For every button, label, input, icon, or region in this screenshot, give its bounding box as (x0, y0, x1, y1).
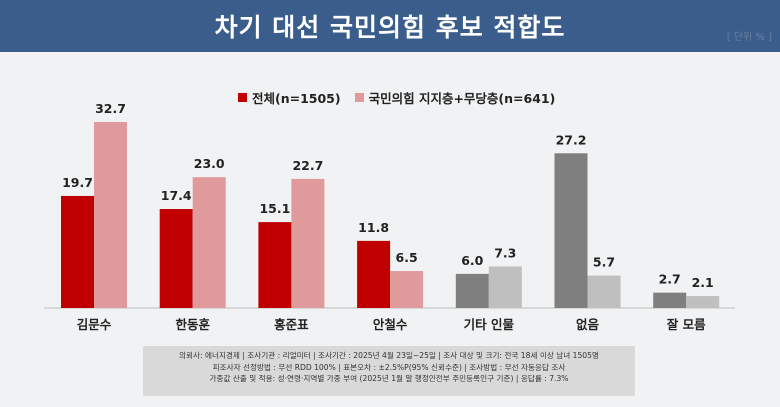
bar (94, 122, 127, 308)
footnote-line: 의뢰사: 에너지경제 | 조사기관 : 리얼미터 | 조사기간 : 2025년 … (179, 351, 599, 360)
category-label: 홍준표 (274, 317, 309, 332)
data-label: 15.1 (259, 201, 290, 216)
bar (587, 275, 621, 308)
unit-label: [ 단위 % ] (726, 32, 772, 43)
legend: 전체(n=1505) 국민의힘 지지층+무당층(n=641) (238, 88, 569, 107)
data-label: 6.5 (396, 250, 418, 265)
bar (653, 292, 687, 308)
data-label: 2.7 (659, 272, 681, 287)
bar (61, 195, 94, 308)
category-label: 잘 모름 (667, 317, 706, 332)
data-label: 5.7 (593, 255, 615, 270)
legend-item-total: 전체(n=1505) (238, 88, 341, 107)
survey-footnote: 의뢰사: 에너지경제 | 조사기관 : 리얼미터 | 조사기간 : 2025년 … (143, 346, 635, 396)
data-label: 11.8 (358, 220, 389, 235)
category-label: 없음 (576, 317, 600, 332)
data-label: 27.2 (556, 132, 587, 147)
data-label: 7.3 (494, 245, 516, 260)
legend-swatch-ppp (354, 93, 364, 102)
category-label: 김문수 (77, 317, 112, 332)
data-label: 17.4 (161, 188, 192, 203)
chart-title: 차기 대선 국민의힘 후보 적합도 (214, 13, 566, 42)
legend-label-ppp: 국민의힘 지지층+무당층(n=641) (368, 91, 556, 106)
footnote-line: 피조사자 선정방법 : 무선 RDD 100% | 표본오차 : ±2.5%P(… (212, 362, 566, 372)
category-label: 기타 인물 (464, 317, 515, 332)
header-bar (0, 0, 780, 52)
bar (291, 178, 325, 308)
bar (258, 222, 292, 308)
bar (192, 177, 226, 308)
legend-item-ppp: 국민의힘 지지층+무당층(n=641) (354, 88, 556, 107)
data-label: 19.7 (62, 175, 93, 190)
category-label: 안철수 (373, 317, 408, 332)
data-label: 6.0 (461, 253, 483, 268)
bar-chart: 19.7 32.7 김문수 17.4 23.0 한동훈 15.1 22.7 홍준표 11.8 6.5… (44, 101, 735, 332)
category-label: 한동훈 (175, 317, 210, 332)
data-label: 23.0 (194, 156, 225, 171)
legend-label-total: 전체(n=1505) (252, 91, 341, 106)
data-label: 22.7 (292, 158, 323, 173)
bar (554, 153, 588, 308)
bar (488, 266, 522, 308)
bar (455, 273, 489, 308)
data-label: 32.7 (95, 101, 126, 116)
data-label: 2.1 (692, 275, 714, 290)
bar (159, 209, 193, 308)
bar (390, 271, 424, 308)
footnote-line: 가중값 산출 및 적용: 성·연령·지역별 가중 부여 (2025년 1월 말 … (209, 374, 569, 384)
bar (686, 296, 720, 308)
bar (357, 240, 391, 308)
legend-swatch-total (238, 93, 247, 102)
